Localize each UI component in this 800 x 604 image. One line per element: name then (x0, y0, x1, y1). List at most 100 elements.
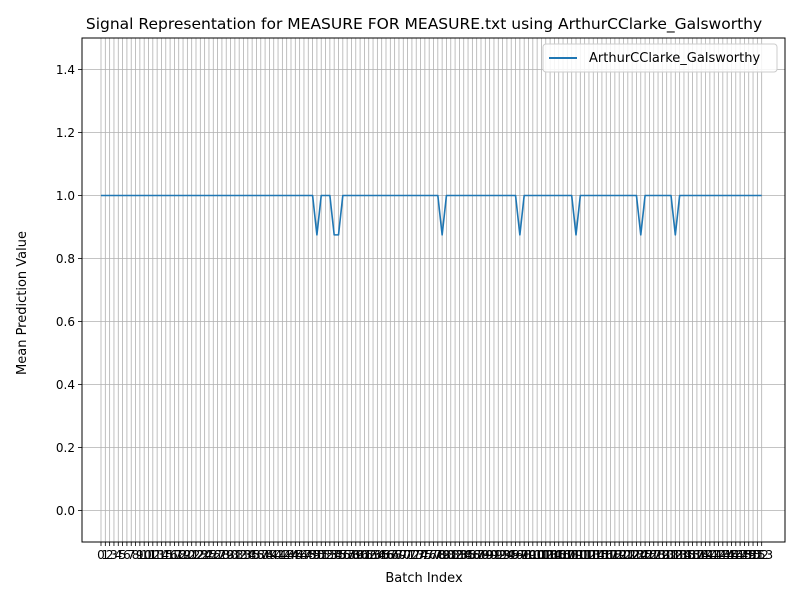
x-tick-label: 11 (141, 548, 156, 562)
x-tick-label: 117 (595, 548, 618, 562)
x-tick-label: 57 (339, 548, 354, 562)
x-tick-label: 152 (746, 548, 769, 562)
plot-frame (81, 37, 786, 543)
y-axis-label: Mean Prediction Value (15, 231, 30, 375)
x-tick-label: 118 (599, 548, 622, 562)
x-tick-label: 54 (327, 548, 342, 562)
x-tick-label: 105 (543, 548, 566, 562)
legend-box (542, 43, 778, 73)
y-tick-label: 0.6 (56, 315, 75, 329)
x-tick-label: 128 (642, 548, 665, 562)
x-tick-label: 150 (737, 548, 760, 562)
x-tick-label: 66 (378, 548, 393, 562)
x-tick-label: 93 (495, 548, 510, 562)
x-tick-label: 56 (335, 548, 350, 562)
x-tick-label: 28 (214, 548, 229, 562)
x-tick-label: 21 (184, 548, 199, 562)
x-tick-label: 46 (292, 548, 307, 562)
x-tick-label: 120 (608, 548, 631, 562)
x-tick-label: 59 (348, 548, 363, 562)
x-tick-label: 101 (526, 548, 549, 562)
x-tick-label: 124 (625, 548, 648, 562)
x-tick-label: 134 (668, 548, 691, 562)
x-tick-label: 55 (331, 548, 346, 562)
x-tick-label: 16 (162, 548, 177, 562)
x-tick-label: 94 (499, 548, 514, 562)
y-tick-label: 0.2 (56, 441, 75, 455)
x-axis-label: Batch Index (385, 571, 463, 586)
x-tick-label: 140 (694, 548, 717, 562)
x-tick-label: 126 (634, 548, 657, 562)
x-tick-label: 133 (664, 548, 687, 562)
x-tick-label: 8 (132, 548, 140, 562)
x-tick-label: 92 (491, 548, 506, 562)
x-tick-label: 52 (318, 548, 333, 562)
x-tick-label: 78 (430, 548, 445, 562)
x-tick-label: 121 (612, 548, 635, 562)
x-tick-label: 95 (504, 548, 519, 562)
x-tick-label: 45 (288, 548, 303, 562)
x-tick-label: 24 (197, 548, 212, 562)
x-tick-label: 143 (707, 548, 730, 562)
x-tick-label: 15 (158, 548, 173, 562)
x-tick-label: 137 (681, 548, 704, 562)
x-tick-label: 27 (210, 548, 225, 562)
x-tick-label: 37 (253, 548, 268, 562)
x-tick-label: 3 (110, 548, 118, 562)
x-tick-label: 34 (240, 548, 255, 562)
x-tick-label: 74 (413, 548, 428, 562)
x-tick-label: 82 (447, 548, 462, 562)
x-tick-label: 87 (469, 548, 484, 562)
x-tick-label: 39 (262, 548, 277, 562)
x-tick-label: 127 (638, 548, 661, 562)
x-tick-label: 47 (296, 548, 311, 562)
x-tick-label: 142 (703, 548, 726, 562)
x-tick-label: 58 (344, 548, 359, 562)
x-tick-label: 41 (270, 548, 285, 562)
x-tick-label: 146 (720, 548, 743, 562)
x-tick-label: 79 (434, 548, 449, 562)
x-tick-label: 102 (530, 548, 553, 562)
x-tick-label: 76 (422, 548, 437, 562)
x-tick-label: 12 (145, 548, 160, 562)
x-tick-label: 69 (391, 548, 406, 562)
x-tick-label: 83 (452, 548, 467, 562)
x-tick-label: 73 (409, 548, 424, 562)
x-tick-label: 5 (119, 548, 127, 562)
x-tick-label: 60 (352, 548, 367, 562)
x-tick-label: 77 (426, 548, 441, 562)
x-tick-label: 80 (439, 548, 454, 562)
x-tick-label: 111 (569, 548, 592, 562)
chart-title: Signal Representation for MEASURE FOR ME… (86, 15, 762, 34)
x-tick-label: 72 (404, 548, 419, 562)
x-tick-label: 42 (275, 548, 290, 562)
x-tick-label: 65 (374, 548, 389, 562)
x-tick-label: 10 (137, 548, 152, 562)
x-tick-label: 68 (387, 548, 402, 562)
x-tick-label: 2 (106, 548, 114, 562)
x-tick-label: 14 (154, 548, 169, 562)
x-tick-label: 19 (175, 548, 190, 562)
x-tick-label: 90 (482, 548, 497, 562)
x-tick-label: 144 (711, 548, 734, 562)
x-tick-label: 9 (136, 548, 144, 562)
x-tick-label: 20 (180, 548, 195, 562)
series-line (101, 194, 762, 236)
x-tick-label: 149 (733, 548, 756, 562)
x-tick-label: 112 (573, 548, 596, 562)
x-tick-label: 71 (400, 548, 415, 562)
x-tick-label: 100 (521, 548, 544, 562)
x-tick-label: 38 (257, 548, 272, 562)
x-tick-label: 75 (417, 548, 432, 562)
x-tick-label: 119 (603, 548, 626, 562)
x-tick-label: 151 (742, 548, 765, 562)
x-tick-label: 131 (655, 548, 678, 562)
axis-layer: 0123456789101112131415161718192021222324… (56, 37, 786, 562)
x-tick-label: 114 (582, 548, 605, 562)
x-tick-label: 141 (698, 548, 721, 562)
x-tick-label: 63 (365, 548, 380, 562)
x-tick-label: 110 (565, 548, 588, 562)
x-tick-label: 36 (249, 548, 264, 562)
